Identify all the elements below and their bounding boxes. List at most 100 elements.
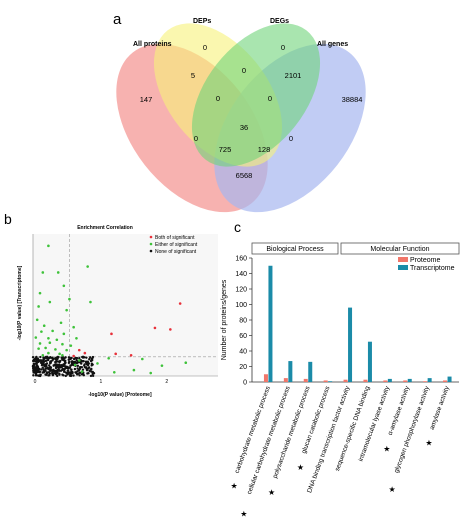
scatter-point-either — [35, 318, 39, 322]
scatter-y-label: -log10(P value) [Transcriptome] — [17, 265, 23, 340]
bar-proteome — [383, 380, 388, 382]
scatter-point-either — [41, 353, 45, 357]
significance-star: ★ — [389, 485, 396, 494]
bar-proteome — [283, 378, 288, 382]
group-label-biological-process: Biological Process — [266, 246, 324, 253]
scatter-point-none — [57, 366, 61, 369]
scatter-point-none — [90, 362, 94, 365]
legend-label-transcriptome: Transcriptome — [410, 265, 455, 272]
legend-label-proteome: Proteome — [410, 257, 440, 264]
scatter-point-none — [40, 368, 43, 371]
bar-y-tick-label: 140 — [235, 271, 247, 278]
bar-proteome — [443, 380, 448, 382]
venn-label-degs: DEGs — [270, 18, 289, 25]
scatter-point-either — [47, 244, 50, 248]
scatter-point-both — [169, 328, 172, 331]
scatter-point-none — [40, 362, 44, 365]
scatter-point-none — [86, 363, 90, 367]
scatter-point-none — [54, 366, 58, 370]
scatter-point-either — [107, 356, 110, 360]
venn-count-proteins-deps-degs: 0 — [216, 94, 220, 103]
scatter-point-none — [47, 368, 50, 371]
scatter-point-none — [56, 368, 60, 371]
bar-chart: Biological Process Molecular Function 0 2… — [221, 242, 460, 519]
scatter-point-none — [91, 374, 95, 378]
legend-label-either: Either of significant — [155, 242, 198, 248]
scatter-point-none — [77, 368, 81, 372]
scatter-point-either — [44, 346, 47, 350]
bar-y-tick-label: 100 — [235, 302, 247, 309]
scatter-x-label: -log10(P value) [Proteome] — [88, 392, 152, 398]
scatter-point-either — [80, 370, 84, 373]
venn-label-all-genes: All genes — [317, 41, 348, 48]
scatter-point-none — [49, 361, 52, 365]
scatter-point-none — [32, 370, 35, 373]
scatter-point-none — [47, 356, 50, 360]
scatter-point-none — [54, 360, 57, 364]
scatter-point-either — [86, 265, 89, 268]
scatter-point-either — [160, 364, 164, 367]
bar-transcriptome — [288, 361, 293, 382]
scatter-point-none — [68, 360, 71, 364]
bar-transcriptome — [328, 381, 333, 382]
scatter-point-none — [49, 366, 53, 369]
bar-transcriptome — [447, 376, 452, 382]
bar-y-tick-label: 0 — [243, 380, 247, 387]
scatter-point-none — [67, 356, 71, 359]
scatter-plot: 0 1 2 Enrichment Correlation -log10(P valu… — [17, 225, 218, 398]
bar-transcriptome — [348, 307, 353, 382]
scatter-point-none — [47, 358, 50, 362]
legend-swatch-proteome — [398, 257, 408, 262]
bar-category-label: polysaccharide metabolic process — [272, 385, 312, 480]
legend-swatch-transcriptome — [398, 265, 408, 270]
scatter-point-none — [89, 359, 93, 363]
scatter-point-either — [184, 361, 188, 364]
bar-y-tick-label: 20 — [239, 364, 247, 371]
scatter-point-either — [89, 300, 92, 304]
scatter-point-none — [67, 366, 70, 369]
scatter-point-none — [61, 373, 64, 376]
bar-category-label: amylase activity — [429, 385, 452, 431]
bar-category-label: carbohydrate metabolic process — [234, 385, 272, 475]
scatter-title: Enrichment Correlation — [77, 225, 133, 231]
scatter-point-none — [54, 370, 58, 374]
venn-count-proteins-genes: 6568 — [236, 171, 253, 180]
venn-count-proteins-degs: 0 — [194, 134, 198, 143]
significance-star: ★ — [425, 438, 432, 447]
group-header-molecular-function — [340, 242, 460, 255]
significance-star: ★ — [297, 463, 304, 472]
bar-y-label: Number of proteins/genes — [221, 279, 228, 360]
scatter-point-either — [69, 344, 73, 347]
scatter-point-none — [49, 355, 52, 359]
scatter-point-none — [81, 356, 85, 359]
scatter-legend: Both of significant Either of significan… — [149, 235, 198, 255]
legend-swatch-none — [149, 249, 153, 253]
scatter-point-either — [68, 297, 71, 301]
scatter-point-none — [78, 374, 81, 377]
scatter-point-none — [91, 372, 94, 376]
scatter-point-none — [35, 367, 38, 371]
scatter-point-none — [81, 360, 84, 363]
legend-swatch-both — [149, 235, 153, 239]
bar-transcriptome — [427, 378, 432, 382]
scatter-point-none — [52, 364, 55, 367]
venn-count-proteins-degs-genes: 725 — [219, 145, 232, 154]
scatter-point-none — [58, 372, 61, 375]
venn-label-deps: DEPs — [193, 18, 211, 25]
scatter-point-both — [153, 326, 157, 330]
venn-count-all-four: 36 — [240, 123, 248, 132]
scatter-point-none — [34, 371, 37, 375]
scatter-point-none — [56, 363, 60, 367]
scatter-point-none — [70, 363, 73, 367]
scatter-point-none — [35, 364, 38, 367]
scatter-point-none — [41, 366, 44, 369]
scatter-point-none — [89, 374, 93, 378]
scatter-point-both — [178, 302, 182, 305]
scatter-point-either — [40, 330, 43, 333]
scatter-point-none — [54, 356, 57, 360]
significance-star: ★ — [268, 488, 275, 497]
scatter-point-none — [71, 371, 74, 375]
venn-count-deps-genes: 0 — [289, 134, 293, 143]
scatter-point-either — [77, 359, 81, 362]
scatter-x-tick: 1 — [99, 379, 102, 385]
